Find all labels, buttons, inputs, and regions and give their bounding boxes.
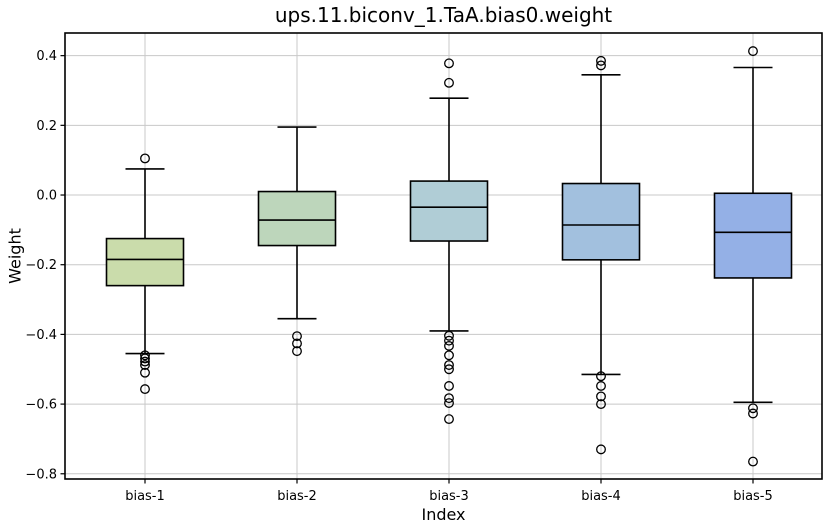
- outlier-point: [444, 414, 454, 425]
- box-bias-2: [257, 126, 337, 357]
- box-bias-5: [713, 46, 793, 467]
- outlier-point: [292, 331, 302, 342]
- outlier-point: [444, 58, 454, 69]
- x-tick-label: bias-5: [733, 489, 773, 504]
- x-tick-label: bias-2: [277, 489, 317, 504]
- outlier-point: [444, 381, 454, 391]
- outlier-point: [596, 381, 606, 391]
- outlier-point: [596, 60, 606, 71]
- x-tick-label: bias-4: [581, 489, 621, 504]
- outlier-point: [444, 350, 454, 361]
- y-tick-label: −0.8: [25, 467, 57, 482]
- outlier-point: [444, 393, 454, 404]
- y-tick-label: 0.0: [36, 189, 57, 204]
- iqr-box: [257, 190, 337, 247]
- chart-title: ups.11.biconv_1.TaA.bias0.weight: [274, 3, 613, 27]
- outlier-point: [444, 77, 454, 88]
- outlier-point: [748, 403, 758, 414]
- y-tick-label: −0.6: [25, 398, 57, 413]
- iqr-box: [713, 192, 793, 279]
- outlier-point: [140, 353, 150, 364]
- outlier-point: [444, 335, 454, 346]
- outlier-point: [444, 360, 454, 371]
- outlier-point: [444, 398, 454, 408]
- outlier-point: [292, 346, 302, 357]
- outlier-point: [140, 367, 150, 378]
- outlier-point: [140, 350, 150, 361]
- outlier-point: [748, 456, 758, 467]
- iqr-box: [105, 237, 185, 287]
- iqr-box: [561, 182, 641, 261]
- outlier-point: [140, 360, 150, 371]
- outlier-point: [596, 55, 606, 66]
- y-tick-label: 0.2: [36, 119, 57, 134]
- outlier-point: [596, 371, 606, 382]
- outlier-point: [140, 384, 150, 395]
- outlier-point: [444, 340, 454, 351]
- box-bias-3: [409, 58, 489, 425]
- outlier-point: [596, 444, 606, 455]
- axes-frame: [64, 32, 823, 480]
- y-tick-label: 0.4: [36, 49, 57, 64]
- outlier-point: [444, 330, 454, 341]
- outlier-point: [444, 364, 454, 375]
- outlier-point: [596, 391, 606, 402]
- box-bias-4: [561, 55, 641, 455]
- outlier-point: [596, 399, 606, 410]
- x-tick-label: bias-3: [429, 489, 469, 504]
- x-tick-label: bias-1: [125, 489, 165, 504]
- box-bias-1: [105, 153, 185, 395]
- y-tick-label: −0.2: [25, 258, 57, 273]
- outlier-point: [140, 356, 150, 367]
- y-tick-label: −0.4: [25, 328, 57, 343]
- outlier-point: [748, 46, 758, 57]
- outlier-point: [748, 408, 758, 419]
- outlier-point: [292, 338, 302, 349]
- x-axis-label: Index: [421, 505, 466, 524]
- outlier-point: [140, 153, 150, 164]
- iqr-box: [409, 180, 489, 242]
